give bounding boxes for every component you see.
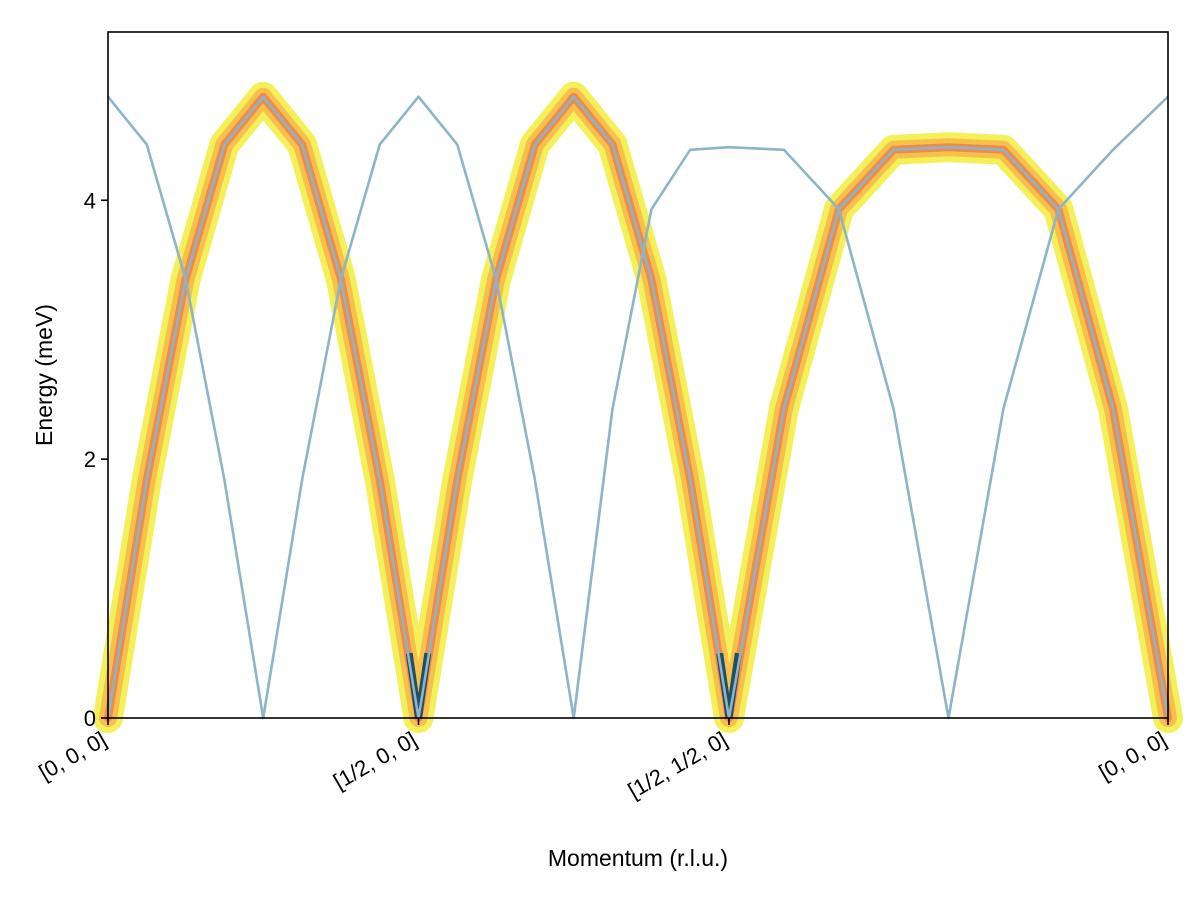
x-axis-title: Momentum (r.l.u.)	[548, 845, 728, 871]
plot-frame	[107, 31, 1169, 719]
y-tick-label: 4	[84, 188, 96, 213]
y-axis-title: Energy (meV)	[31, 304, 57, 446]
y-axis-ticks: 0 2 4	[84, 188, 108, 731]
x-axis-ticks: [0, 0, 0] [1/2, 0, 0] [1/2, 1/2, 0] [0, 0, …	[34, 718, 1171, 804]
intensity-band-layer	[93, 81, 1183, 733]
x-tick-label: [1/2, 1/2, 0]	[624, 727, 732, 804]
dispersion-line-0	[106, 95, 1170, 720]
y-tick-label: 2	[84, 447, 96, 472]
y-tick-label: 0	[84, 706, 96, 731]
x-tick-label: [0, 0, 0]	[34, 727, 110, 785]
x-tick-label: [1/2, 0, 0]	[329, 727, 421, 795]
x-tick-label: [0, 0, 0]	[1094, 727, 1170, 785]
intensity-band-0	[93, 81, 1183, 733]
